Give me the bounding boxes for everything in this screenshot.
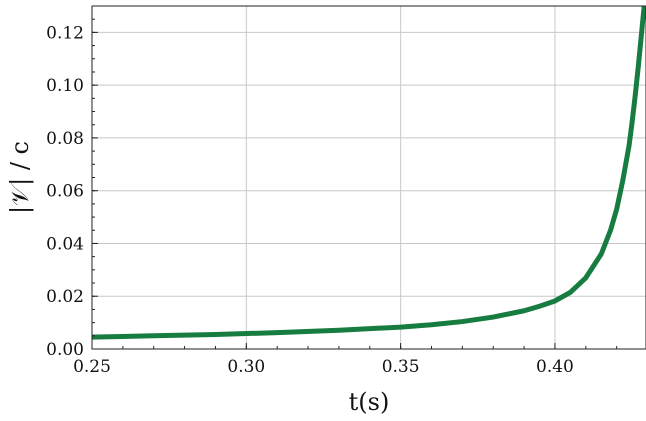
x-tick-label: 0.40 [536,357,574,377]
series-line [92,6,646,340]
tick-marks [91,5,618,350]
y-axis-label: |𝒱| / c [6,141,35,214]
x-tick-label: 0.25 [73,357,111,377]
y-tick-label: 0.02 [46,287,84,307]
y-tick-label: 0.00 [46,340,84,360]
y-tick-label: 0.06 [46,182,84,202]
y-tick-label: 0.10 [46,76,84,96]
x-tick-label: 0.30 [227,357,265,377]
y-tick-label: 0.12 [46,23,84,43]
y-tick-label: 0.08 [46,129,84,149]
series-layer [92,6,646,340]
y-tick-label: 0.04 [46,234,84,254]
x-axis-label: t(s) [349,388,390,416]
y-tick-labels: 0.00 0.02 0.04 0.06 0.08 0.10 0.12 [46,23,84,360]
x-tick-label: 0.35 [382,357,420,377]
x-tick-labels: 0.25 0.30 0.35 0.40 [73,357,574,377]
